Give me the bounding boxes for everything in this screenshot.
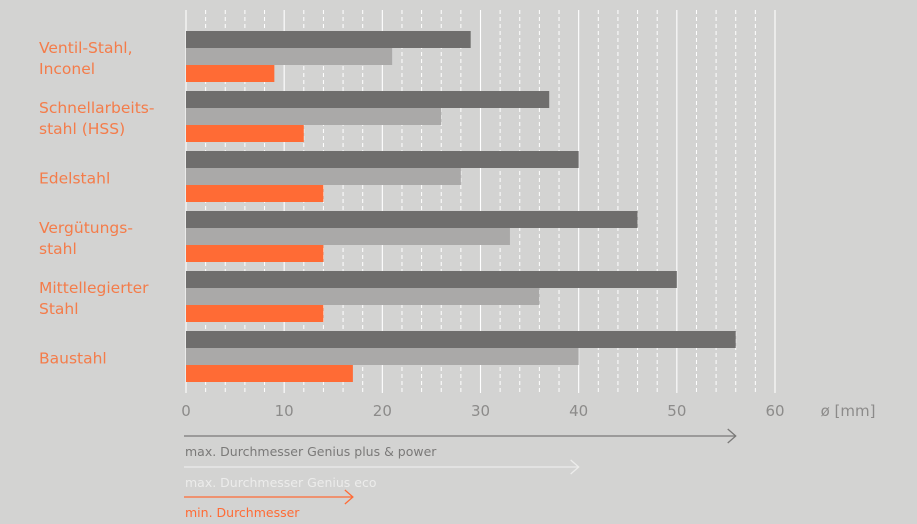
bar [186,91,550,108]
bar [186,65,275,82]
bar [186,365,353,382]
bar [186,331,736,348]
legend-label: max. Durchmesser Genius eco [185,475,376,490]
bar [186,348,579,365]
category-label-line: stahl (HSS) [39,120,125,138]
bar [186,168,461,185]
bar [186,185,324,202]
legend-label: min. Durchmesser [185,505,300,520]
bar [186,245,324,262]
bar [186,108,442,125]
category-label: Vergütungs-stahl [39,219,133,258]
bar [186,31,471,48]
category-label-line: Ventil-Stahl, [39,39,133,57]
category-label: Ventil-Stahl, Inconel [39,39,133,78]
category-label-line: Edelstahl [39,170,110,188]
x-tick-label: 40 [569,402,588,420]
bars [186,31,736,382]
category-label-line: Vergütungs- [39,219,133,237]
x-axis-label: ø [mm] [821,402,876,420]
category-label-line: Baustahl [39,350,107,368]
bar [186,288,540,305]
bar [186,48,393,65]
bar [186,305,324,322]
category-labels: Ventil-Stahl, Inconel Schnellarbeits-stahl… [39,39,154,368]
bar [186,151,579,168]
bar [186,228,510,245]
x-tick-label: 20 [373,402,392,420]
x-tick-label: 0 [181,402,191,420]
legend: max. Durchmesser Genius plus & power max.… [184,428,737,520]
category-label-line: Schnellarbeits- [39,99,154,117]
bar [186,125,304,142]
category-label: Schnellarbeits-stahl (HSS) [39,99,154,138]
category-label-line: Stahl [39,300,79,318]
legend-arrow-head [727,428,737,444]
category-label-line: stahl [39,240,77,258]
category-label: Edelstahl [39,170,110,188]
category-label-line: Inconel [39,60,95,78]
x-tick-label: 30 [471,402,490,420]
bar [186,271,677,288]
x-tick-label: 10 [275,402,294,420]
x-tick-labels: 0 10 20 30 40 50 60 [181,402,784,420]
category-label: Mittellegierter Stahl [39,279,149,318]
category-label: Baustahl [39,350,107,368]
x-tick-label: 50 [667,402,686,420]
legend-arrow-head [570,459,580,475]
bar [186,211,638,228]
category-label-line: Mittellegierter [39,279,149,297]
legend-arrow-head [344,489,354,505]
legend-label: max. Durchmesser Genius plus & power [185,444,437,459]
x-tick-label: 60 [765,402,784,420]
